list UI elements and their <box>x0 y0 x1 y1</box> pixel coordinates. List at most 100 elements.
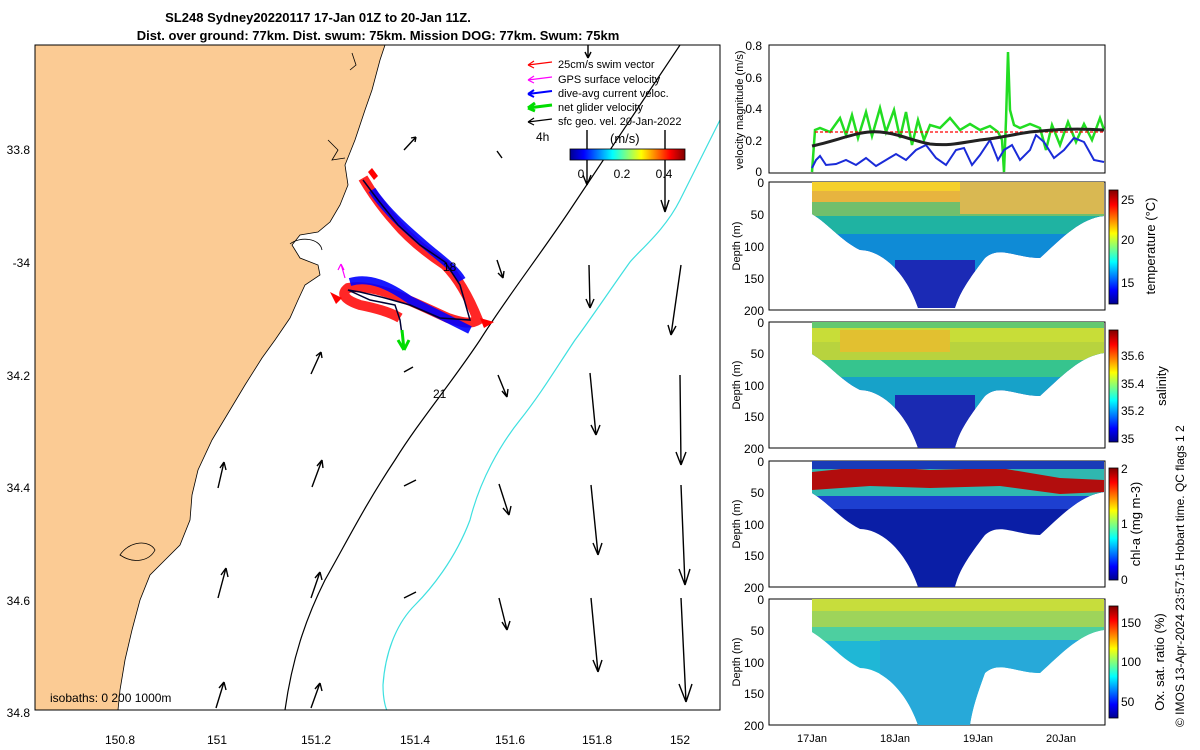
chl-cbar-0: 0 <box>1121 573 1128 587</box>
s-depth-0: 0 <box>757 316 764 330</box>
sal-cbar-35: 35 <box>1121 432 1135 446</box>
chl-cbar-2: 2 <box>1121 462 1128 476</box>
legend-sfc-geo: sfc geo. vel. 20-Jan-2022 <box>558 116 682 128</box>
vel-ylabel: velocity magnitude (m/s) <box>734 50 746 169</box>
colorbar-unit: (m/s) <box>610 131 640 146</box>
legend-dive-avg: dive-avg current veloc. <box>558 88 669 100</box>
s-depth-100: 100 <box>744 379 764 393</box>
c-depth-50: 50 <box>751 486 765 500</box>
dive-avg-current-line <box>811 133 1105 169</box>
temp-cbar-20: 20 <box>1121 233 1135 247</box>
temp-cbar-25: 25 <box>1121 193 1135 207</box>
t-depth-200: 200 <box>744 304 764 318</box>
temp-cbar-label: temperature (°C) <box>1143 198 1158 295</box>
figure-title-line2: Dist. over ground: 77km. Dist. swum: 75k… <box>137 28 620 43</box>
lat-tick-344: 34.4 <box>7 481 31 495</box>
o-depth-label: Depth (m) <box>731 638 743 687</box>
sfc-geo-line <box>811 127 1105 148</box>
lat-tick-338: 33.8 <box>7 143 31 157</box>
velocity-panel: 0 0.2 0.4 0.6 0.8 velocity magnitude (m/… <box>734 39 1106 179</box>
section-colorbars: 25 20 15 temperature (°C) 35.6 35.4 35.2… <box>1108 189 1169 719</box>
figure-title-line1: SL248 Sydney20220117 17-Jan 01Z to 20-Ja… <box>165 10 471 25</box>
ox-cbar-100: 100 <box>1121 655 1141 669</box>
isobath-1000m <box>382 119 720 710</box>
lat-tick-348: 34.8 <box>7 706 31 720</box>
s-depth-label: Depth (m) <box>731 361 743 410</box>
temperature-panel <box>768 181 1106 311</box>
vel-ytick-02: 0.2 <box>745 134 762 148</box>
map-panel: 18 21 25cm/s swim vector GPS surface vel… <box>7 44 721 747</box>
o-depth-150: 150 <box>744 687 764 701</box>
day-label-21: 21 <box>433 387 447 401</box>
legend-swim: 25cm/s swim vector <box>558 59 655 71</box>
lon-tick-1514: 151.4 <box>400 733 430 747</box>
s-depth-150: 150 <box>744 410 764 424</box>
speed-colorbar: 4h (m/s) 0 0.2 0.4 <box>536 130 686 181</box>
vel-ytick-08: 0.8 <box>745 39 762 53</box>
t-depth-150: 150 <box>744 272 764 286</box>
c-depth-label: Depth (m) <box>731 500 743 549</box>
ox-cbar-50: 50 <box>1121 695 1135 709</box>
t-depth-0: 0 <box>757 176 764 190</box>
lon-tick-151: 151 <box>207 733 227 747</box>
lon-tick-1512: 151.2 <box>301 733 331 747</box>
coastline-land <box>35 45 386 710</box>
s-depth-50: 50 <box>751 347 765 361</box>
glider-track <box>330 168 494 351</box>
o-depth-200: 200 <box>744 719 764 733</box>
time-tick-18jan: 18Jan <box>880 733 910 745</box>
lon-tick-1518: 151.8 <box>582 733 612 747</box>
time-tick-19jan: 19Jan <box>963 733 993 745</box>
o-depth-0: 0 <box>757 593 764 607</box>
legend-net: net glider velocity <box>558 102 643 114</box>
time-tick-20jan: 20Jan <box>1046 733 1076 745</box>
lon-tick-152: 152 <box>670 733 690 747</box>
lat-axis: 33.8 -34 34.2 34.4 34.6 34.8 <box>7 143 31 720</box>
o-depth-100: 100 <box>744 656 764 670</box>
footer-credit: © IMOS 13-Apr-2024 23:57:15 Hobart time.… <box>1173 425 1187 727</box>
lon-tick-1516: 151.6 <box>495 733 525 747</box>
ox-cbar-150: 150 <box>1121 616 1141 630</box>
vel-ytick-06: 0.6 <box>745 71 762 85</box>
map-legend: 25cm/s swim vector GPS surface velocity … <box>527 59 682 128</box>
legend-gps: GPS surface velocity <box>558 74 661 86</box>
depth-axes: 0 50 100 150 200 Depth (m) 0 50 100 150 … <box>731 176 764 733</box>
lat-tick-342: 34.2 <box>7 369 31 383</box>
lat-tick-346: 34.6 <box>7 594 31 608</box>
chla-panel <box>768 460 1106 588</box>
lon-tick-1508: 150.8 <box>105 733 135 747</box>
sal-cbar-352: 35.2 <box>1121 404 1145 418</box>
salinity-panel <box>768 321 1106 449</box>
t-depth-100: 100 <box>744 240 764 254</box>
sal-cbar-356: 35.6 <box>1121 349 1145 363</box>
vel-ytick-0: 0 <box>755 165 762 179</box>
o-depth-50: 50 <box>751 624 765 638</box>
colorbar-tick-0: 0 <box>578 167 585 181</box>
ox-cbar-label: Ox. sat. ratio (%) <box>1152 613 1167 711</box>
vel-ytick-04: 0.4 <box>745 102 762 116</box>
c-depth-0: 0 <box>757 455 764 469</box>
chl-cbar-1: 1 <box>1121 517 1128 531</box>
chl-cbar-label: chl-a (mg m-3) <box>1128 482 1143 567</box>
lon-axis: 150.8 151 151.2 151.4 151.6 151.8 152 <box>105 733 690 747</box>
colorbar-prefix: 4h <box>536 130 549 144</box>
oxygen-panel <box>768 598 1106 726</box>
sal-cbar-label: salinity <box>1154 366 1169 406</box>
t-depth-label: Depth (m) <box>731 222 743 271</box>
s-depth-200: 200 <box>744 442 764 456</box>
map-frame <box>34 44 721 711</box>
temp-cbar-15: 15 <box>1121 276 1135 290</box>
sfc-geo-velocity-arrows <box>215 45 693 709</box>
day-label-18: 18 <box>443 260 457 274</box>
t-depth-50: 50 <box>751 208 765 222</box>
time-tick-17jan: 17Jan <box>797 733 827 745</box>
colorbar-tick-1: 0.2 <box>614 167 631 181</box>
isobath-200m <box>284 45 681 710</box>
colorbar-tick-2: 0.4 <box>656 167 673 181</box>
c-depth-100: 100 <box>744 518 764 532</box>
lat-tick-34: -34 <box>13 256 31 270</box>
isobath-note: isobaths: 0 200 1000m <box>50 691 171 705</box>
time-axis: 17Jan 18Jan 19Jan 20Jan <box>797 733 1076 745</box>
c-depth-150: 150 <box>744 549 764 563</box>
